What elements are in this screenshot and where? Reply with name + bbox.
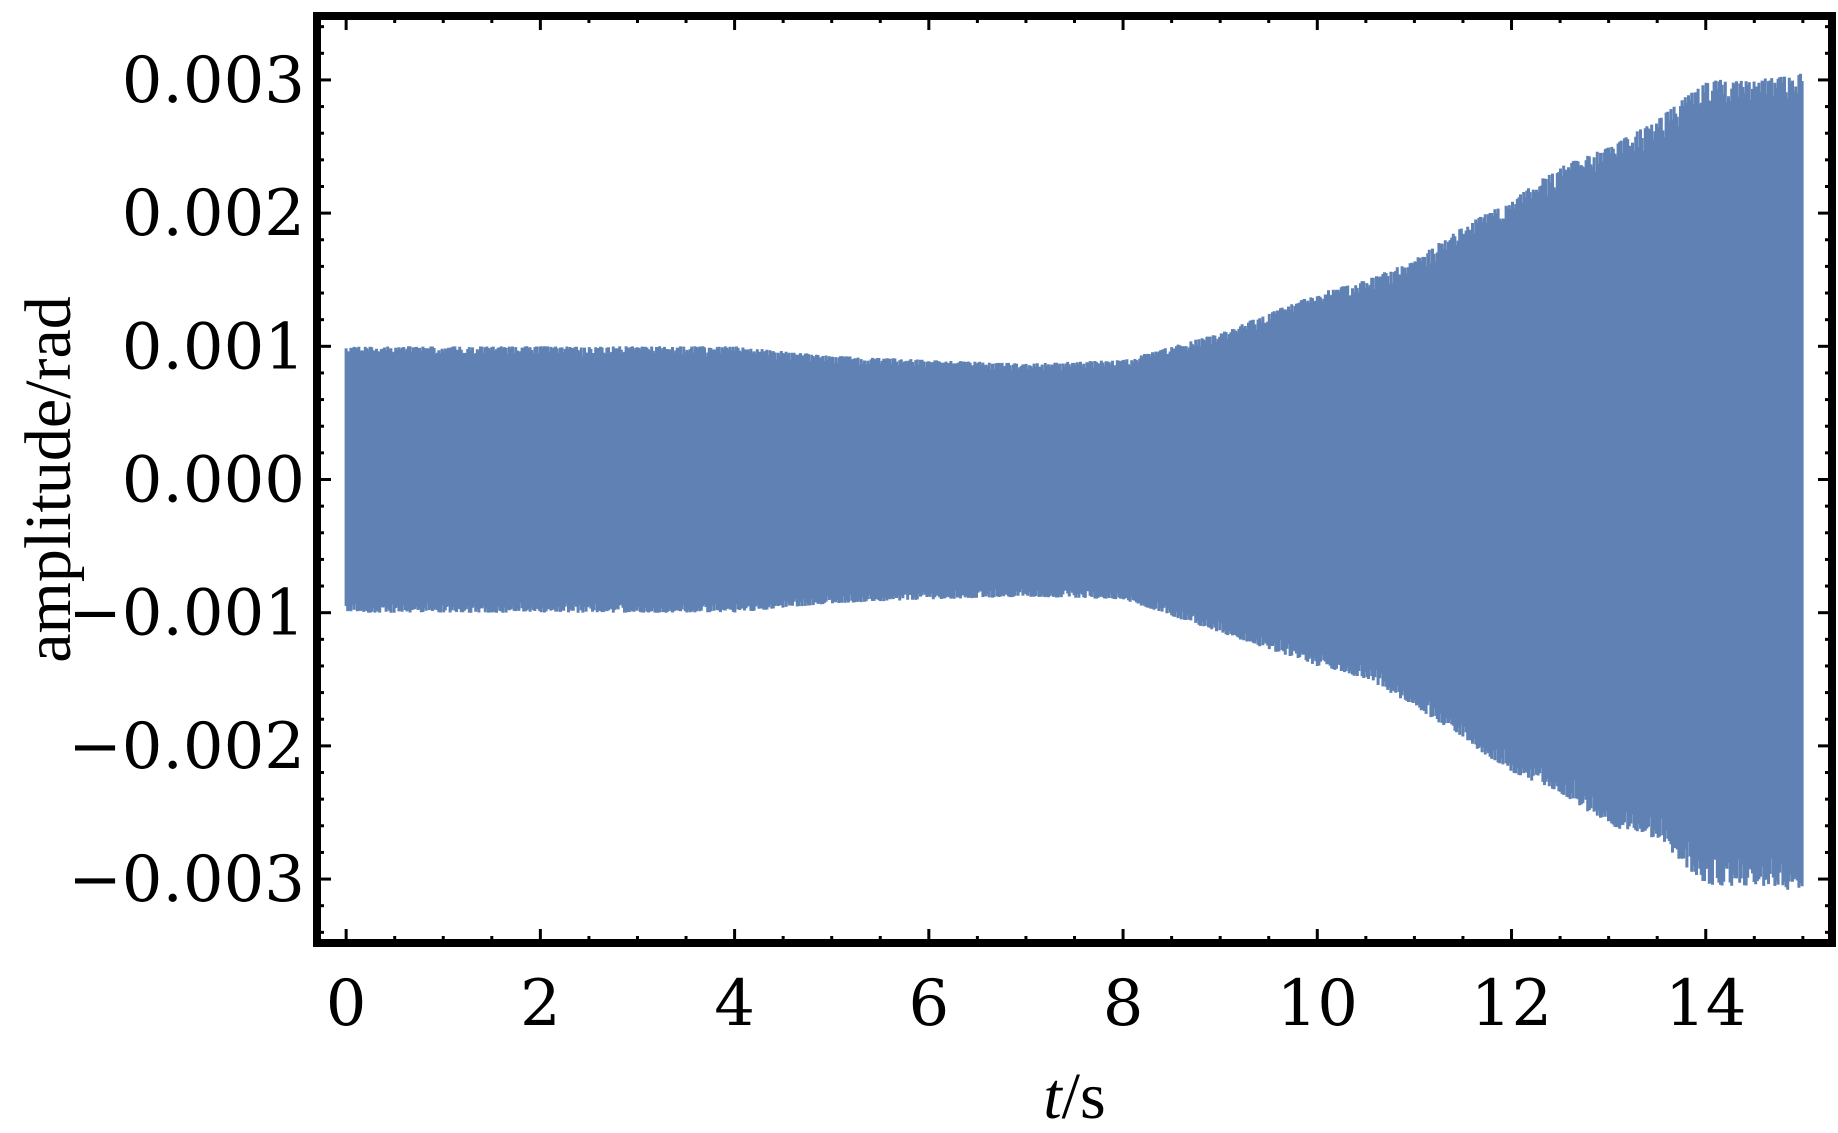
y-tick-label: 0.003 <box>122 44 305 118</box>
x-tick-label: 10 <box>1277 967 1358 1041</box>
y-tick-label: 0.001 <box>122 310 305 384</box>
x-axis-label: t/s <box>1043 1060 1105 1133</box>
x-tick-label: 14 <box>1665 967 1746 1041</box>
y-axis-label: amplitude/rad <box>12 296 85 663</box>
y-tick-label: 0.002 <box>122 177 305 251</box>
y-tick-label: −0.002 <box>68 710 305 784</box>
plot-area <box>344 73 1804 890</box>
plot-frame <box>313 12 1836 947</box>
x-tick-label: 0 <box>326 967 367 1041</box>
y-tick-label: −0.001 <box>68 577 305 651</box>
x-tick-label: 12 <box>1471 967 1552 1041</box>
x-tick-label: 2 <box>520 967 561 1041</box>
x-axis-label-variable: t <box>1043 1060 1063 1133</box>
y-tick-labels: 0.003 0.002 0.001 0.000 −0.001 −0.002 −0.003 <box>68 44 305 917</box>
x-tick-labels: 0 2 4 6 8 10 12 14 <box>326 967 1747 1041</box>
x-tick-label: 8 <box>1103 967 1144 1041</box>
x-tick-label: 4 <box>714 967 755 1041</box>
y-tick-label: −0.003 <box>68 843 305 917</box>
x-tick-label: 6 <box>908 967 949 1041</box>
series-oscillation-trace <box>344 73 1804 890</box>
x-axis-label-unit: /s <box>1062 1060 1106 1133</box>
y-tick-label: 0.000 <box>122 444 305 518</box>
